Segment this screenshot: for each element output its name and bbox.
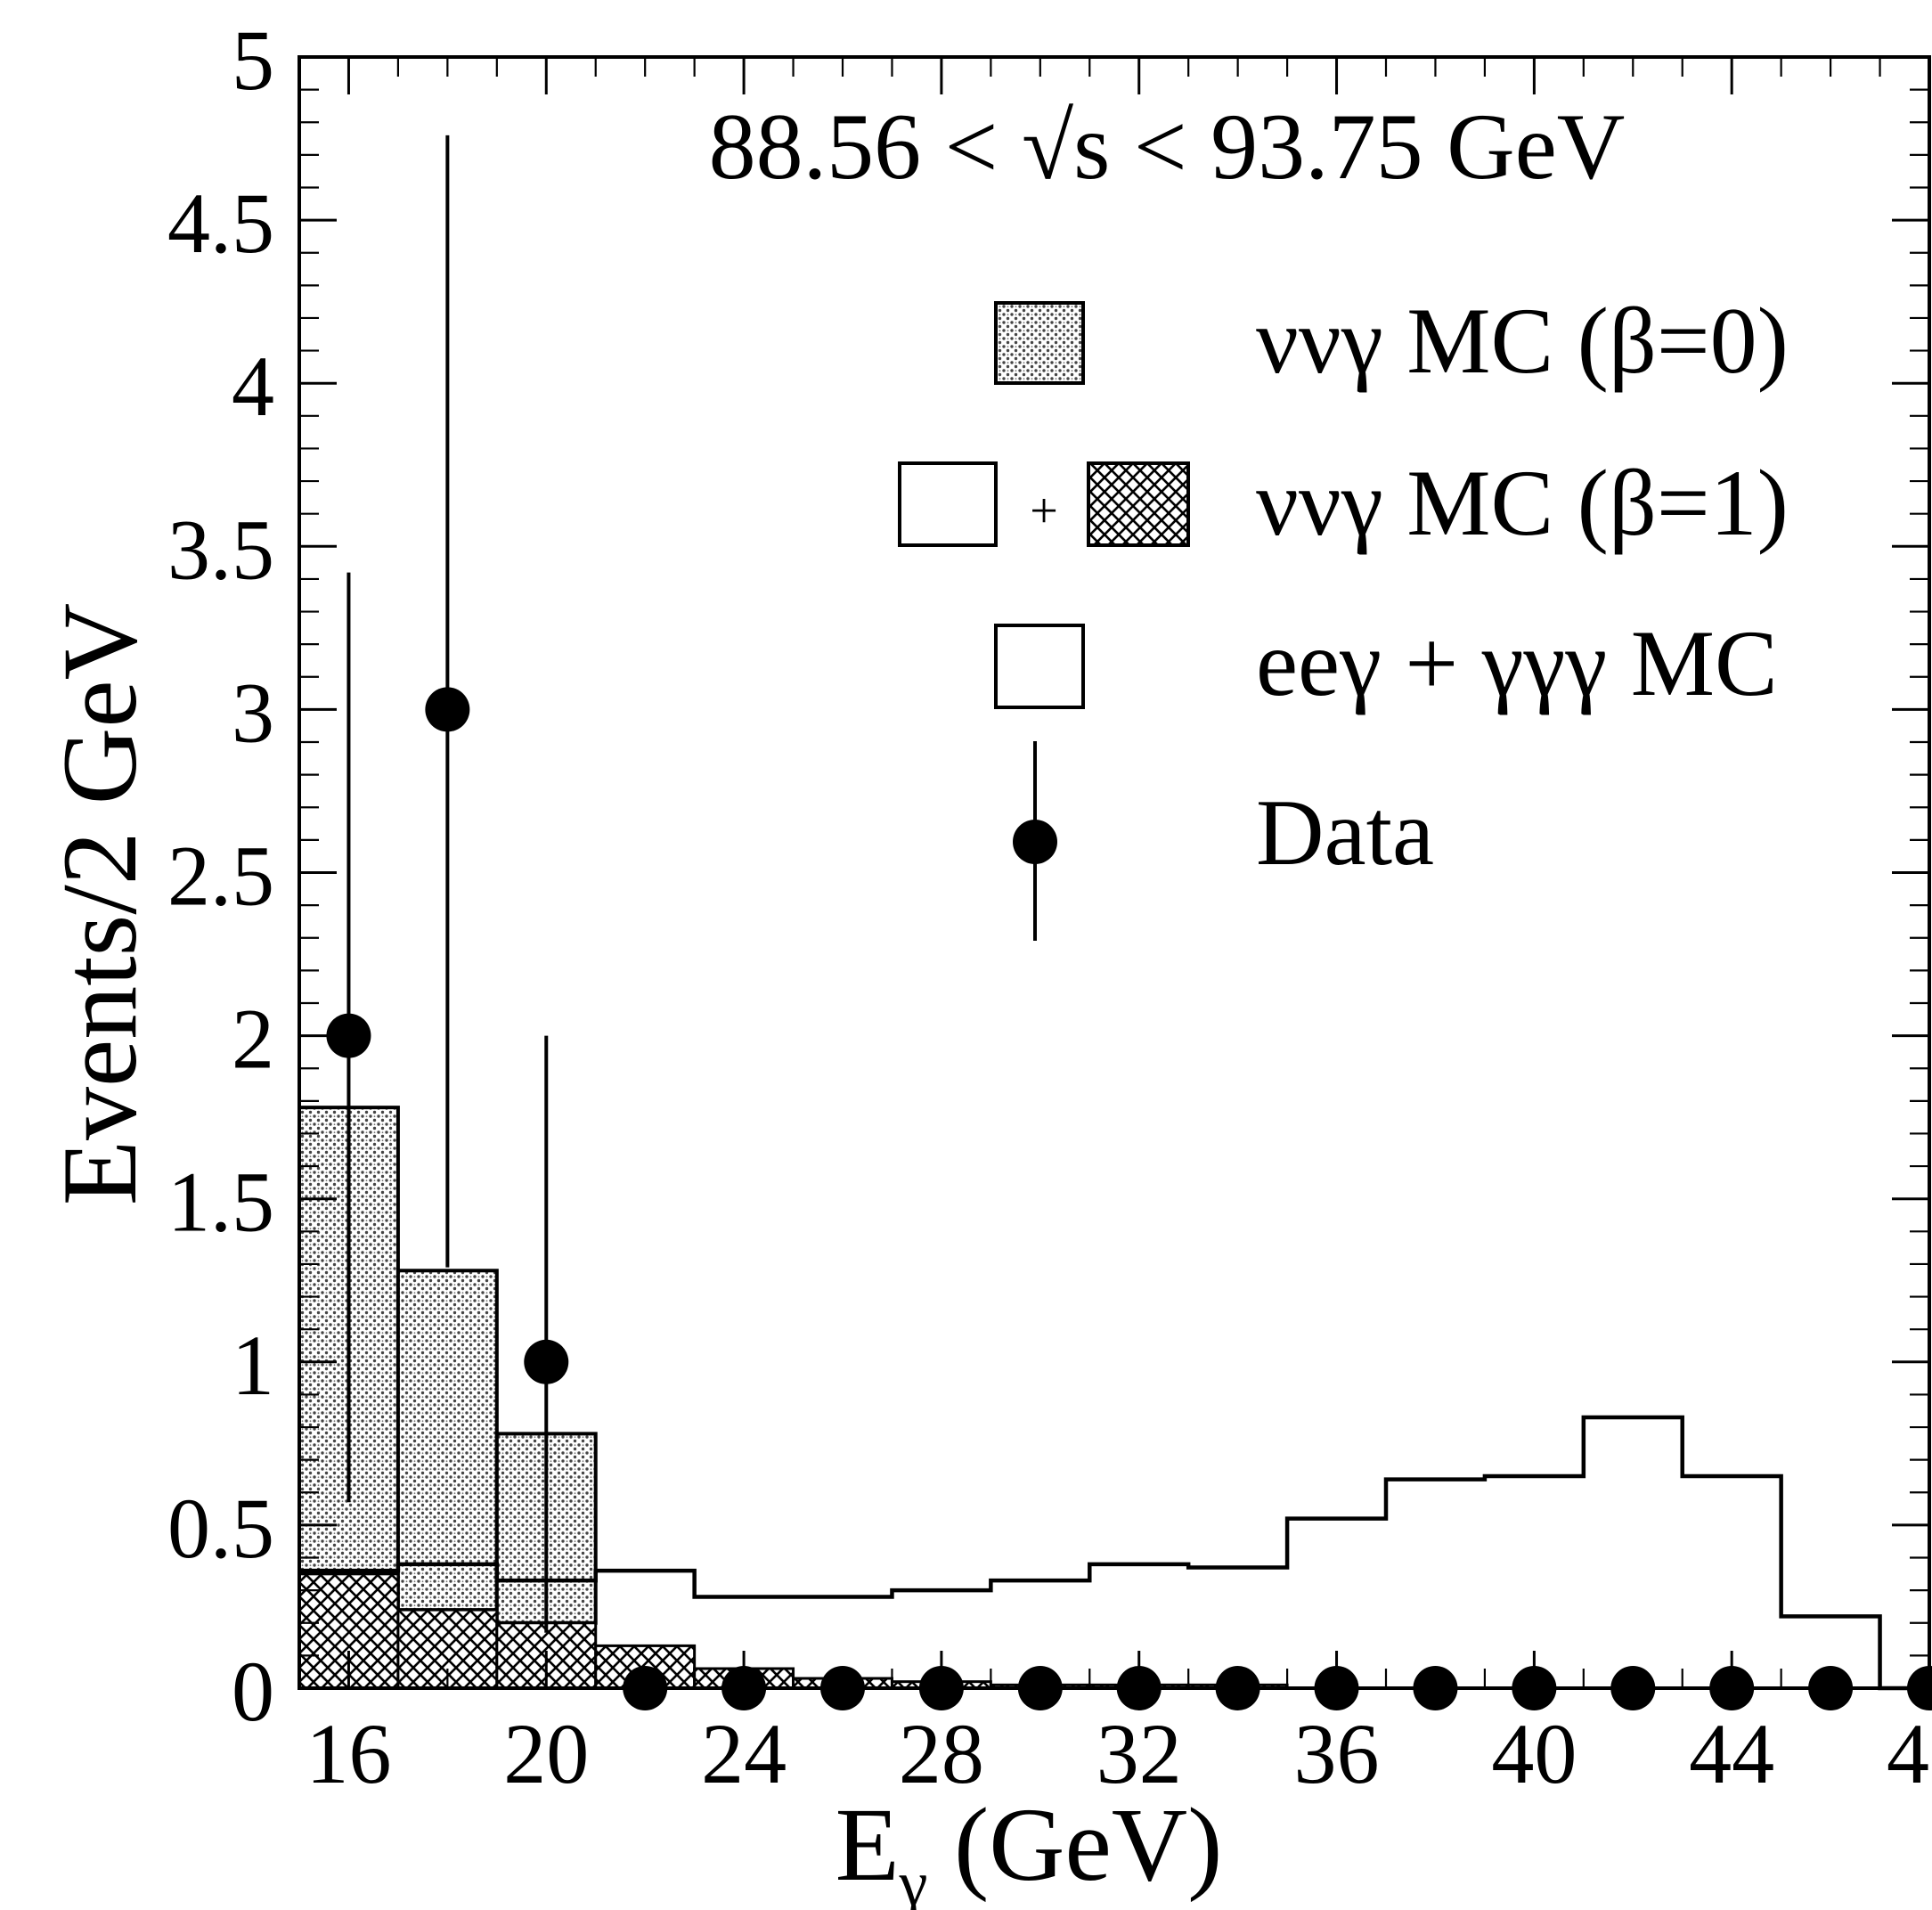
- x-axis-title: Eγ (GeV): [836, 1786, 1223, 1910]
- data-point-12: [1512, 1666, 1557, 1710]
- x-tick-label: 16: [306, 1706, 391, 1801]
- y-tick-label: 5: [232, 12, 274, 108]
- total-mc-step-line: [299, 1415, 1929, 1691]
- x-tick-label: 32: [1096, 1706, 1182, 1801]
- x-tick-label: 40: [1491, 1706, 1577, 1801]
- y-tick-label: 2: [232, 992, 274, 1087]
- y-tick-label: 3.5: [167, 502, 274, 597]
- y-tick-label: 1.5: [167, 1155, 274, 1250]
- legend: + ννγ MC (β=0) ννγ MC (β=1) eeγ + γγγ MC…: [898, 289, 1789, 941]
- data-point-11: [1413, 1666, 1458, 1710]
- x-tick-label: 48: [1887, 1706, 1932, 1801]
- data-point-7: [1017, 1666, 1063, 1710]
- data-point-4: [721, 1666, 767, 1710]
- axes: 0 0.5 1 1.5 2 2.5 3 3.5 4 4.5 5 16 20 24 28 32 36 40 44 48: [167, 12, 1932, 1801]
- data-point-16: [1907, 1666, 1932, 1710]
- data-point-6: [918, 1666, 964, 1710]
- legend-label-beta1: ννγ MC (β=1): [1256, 451, 1789, 555]
- x-tick-label: 24: [701, 1706, 787, 1801]
- legend-label-beta0: ννγ MC (β=0): [1256, 289, 1789, 393]
- legend-swatch-beta0: [994, 301, 1085, 385]
- legend-label-data: Data: [1256, 780, 1434, 885]
- energy-range-annotation: 88.56 < √s < 93.75 GeV: [709, 94, 1626, 199]
- legend-label-background-mc: eeγ + γγγ MC: [1256, 611, 1778, 715]
- x-tick-label: 20: [503, 1706, 589, 1801]
- data-point-14: [1709, 1666, 1755, 1710]
- data-point-13: [1610, 1666, 1656, 1710]
- data-point-2: [524, 1339, 569, 1384]
- data-point-3: [623, 1666, 668, 1710]
- data-point-10: [1314, 1666, 1359, 1710]
- y-tick-label: 1: [232, 1318, 274, 1413]
- x-axis-title-main: E: [836, 1786, 900, 1903]
- x-axis-title-unit: (GeV): [928, 1786, 1223, 1903]
- data-point-9: [1215, 1666, 1260, 1710]
- data-point-8: [1116, 1666, 1162, 1710]
- y-tick-label: 0: [232, 1644, 274, 1739]
- legend-swatch-beta1-hatched: [1087, 461, 1190, 547]
- data-points: [326, 135, 1932, 1710]
- legend-plus-sign: +: [1030, 484, 1058, 539]
- data-point-5: [820, 1666, 865, 1710]
- y-tick-label: 0.5: [167, 1481, 274, 1576]
- x-tick-label: 44: [1689, 1706, 1774, 1801]
- bar-beta0-1: [395, 1269, 499, 1612]
- x-axis-title-subscript: γ: [899, 1848, 928, 1910]
- data-point-15: [1808, 1666, 1854, 1710]
- x-tick-label: 36: [1294, 1706, 1380, 1801]
- y-tick-label: 4.5: [167, 175, 274, 271]
- y-tick-label: 2.5: [167, 828, 274, 924]
- legend-data-marker: [1013, 820, 1057, 864]
- total-mc-outline: [299, 1415, 1929, 1691]
- legend-swatch-background-mc: [994, 624, 1085, 709]
- y-tick-label: 4: [232, 339, 274, 434]
- data-point-1: [425, 687, 470, 732]
- y-tick-label: 3: [232, 665, 274, 760]
- x-tick-label: 28: [899, 1706, 984, 1801]
- legend-swatch-beta1-open: [898, 461, 998, 547]
- data-point-0: [326, 1013, 371, 1058]
- y-axis-title: Events/2 GeV: [40, 603, 159, 1206]
